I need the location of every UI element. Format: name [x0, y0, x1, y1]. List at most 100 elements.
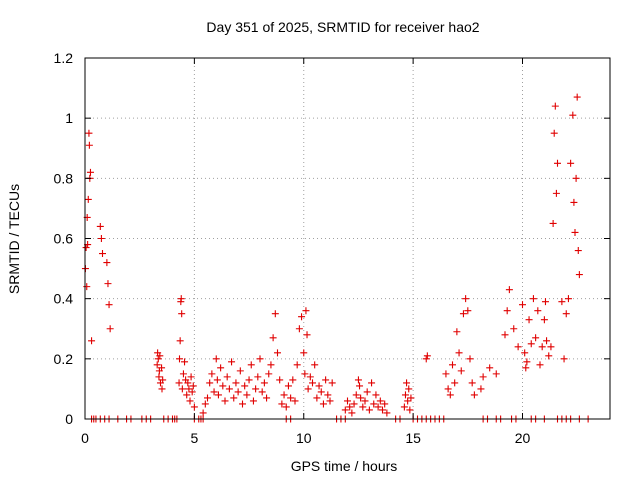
y-tick-label: 0.8 [54, 170, 74, 186]
data-point [486, 364, 494, 372]
data-point [99, 250, 106, 258]
data-point [97, 235, 105, 242]
data-point [249, 397, 257, 405]
data-point [328, 379, 336, 387]
data-point [263, 394, 271, 402]
data-point [225, 385, 233, 393]
data-point [423, 352, 431, 360]
data-point [199, 409, 207, 417]
data-point [523, 358, 531, 366]
data-point [217, 364, 225, 372]
data-point [178, 385, 186, 393]
data-point [293, 361, 301, 369]
data-point [527, 340, 535, 348]
data-point [547, 343, 555, 351]
data-point [223, 373, 231, 381]
data-point [278, 400, 286, 408]
data-point [179, 370, 187, 378]
data-point [298, 313, 306, 321]
data-point [365, 406, 373, 414]
data-point [315, 382, 323, 390]
data-point [228, 358, 236, 366]
data-point [571, 228, 579, 236]
data-point [96, 222, 104, 230]
data-point [324, 391, 332, 399]
x-tick-label: 0 [81, 430, 89, 446]
data-point [455, 349, 463, 357]
x-tick-label: 20 [515, 430, 531, 446]
data-point [534, 307, 542, 315]
data-point [549, 219, 557, 227]
data-point [532, 334, 540, 342]
data-point [88, 337, 96, 345]
data-point [271, 310, 279, 318]
data-point [234, 388, 242, 396]
data-point [368, 379, 376, 387]
data-point [177, 295, 185, 303]
data-point [319, 400, 327, 408]
data-point [302, 307, 310, 315]
data-point [303, 331, 311, 339]
y-tick-label: 0.6 [54, 231, 74, 247]
data-point [562, 310, 570, 318]
data-point [376, 397, 384, 405]
data-point [301, 370, 309, 378]
data-point [538, 343, 546, 351]
data-point [230, 394, 238, 402]
plot-frame [84, 57, 611, 420]
data-point [356, 382, 364, 390]
data-point [361, 397, 369, 405]
data-point [346, 403, 354, 411]
data-point [181, 358, 189, 366]
data-point [155, 373, 163, 381]
data-point [204, 394, 211, 402]
data-point [221, 397, 229, 405]
data-point [543, 337, 551, 345]
y-tick-label: 1.2 [54, 50, 74, 66]
data-point [276, 376, 284, 384]
data-point [572, 174, 580, 182]
data-point [406, 406, 414, 414]
data-point [541, 298, 549, 306]
data-point [370, 400, 378, 408]
data-point [82, 244, 90, 252]
data-point [153, 361, 161, 369]
data-point [254, 373, 262, 381]
data-point [287, 394, 295, 402]
data-point [106, 325, 114, 333]
data-point [105, 301, 113, 309]
data-point [103, 259, 111, 267]
data-point [188, 388, 196, 396]
data-point [510, 325, 518, 333]
data-point [536, 361, 544, 369]
data-point [459, 310, 467, 318]
data-point [269, 334, 277, 342]
y-axis-label: SRMTID / TECUs [6, 184, 22, 294]
x-tick-label: 5 [190, 430, 198, 446]
data-point [381, 400, 389, 408]
data-point [574, 247, 582, 255]
data-point [444, 385, 452, 393]
data-point [183, 391, 191, 399]
data-point [344, 397, 351, 405]
data-point [300, 349, 308, 357]
data-point [529, 295, 537, 303]
axis-ticks: 0 5 10 15 20 0 0.2 0.4 0.6 0.8 1 1.2 [54, 50, 610, 446]
data-point [503, 307, 511, 315]
data-point [236, 367, 244, 375]
data-point [267, 361, 275, 369]
data-point [295, 325, 303, 333]
data-point [570, 198, 578, 206]
data-point [187, 373, 195, 381]
data-point [252, 385, 260, 393]
data-point [352, 391, 360, 399]
data-point [492, 370, 500, 378]
data-point [184, 379, 192, 387]
data-point [85, 129, 93, 137]
data-point [554, 159, 561, 167]
data-point [519, 301, 526, 309]
data-point [522, 364, 530, 372]
data-point [208, 370, 216, 378]
data-point [206, 379, 214, 387]
data-point [85, 141, 93, 149]
